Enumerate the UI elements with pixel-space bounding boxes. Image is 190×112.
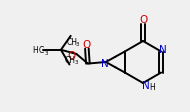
Text: O: O xyxy=(83,39,91,49)
Text: H: H xyxy=(32,46,38,55)
Text: O: O xyxy=(67,51,75,60)
Text: C: C xyxy=(38,46,44,55)
Text: CH: CH xyxy=(66,38,77,47)
Text: N: N xyxy=(159,45,167,55)
Text: H: H xyxy=(149,83,155,92)
Text: N: N xyxy=(101,58,109,68)
Text: O: O xyxy=(139,15,147,25)
Text: N: N xyxy=(142,80,150,90)
Text: CH: CH xyxy=(65,56,76,64)
Text: 3: 3 xyxy=(75,59,78,64)
Text: 3: 3 xyxy=(76,42,79,47)
Text: 3: 3 xyxy=(44,51,48,56)
